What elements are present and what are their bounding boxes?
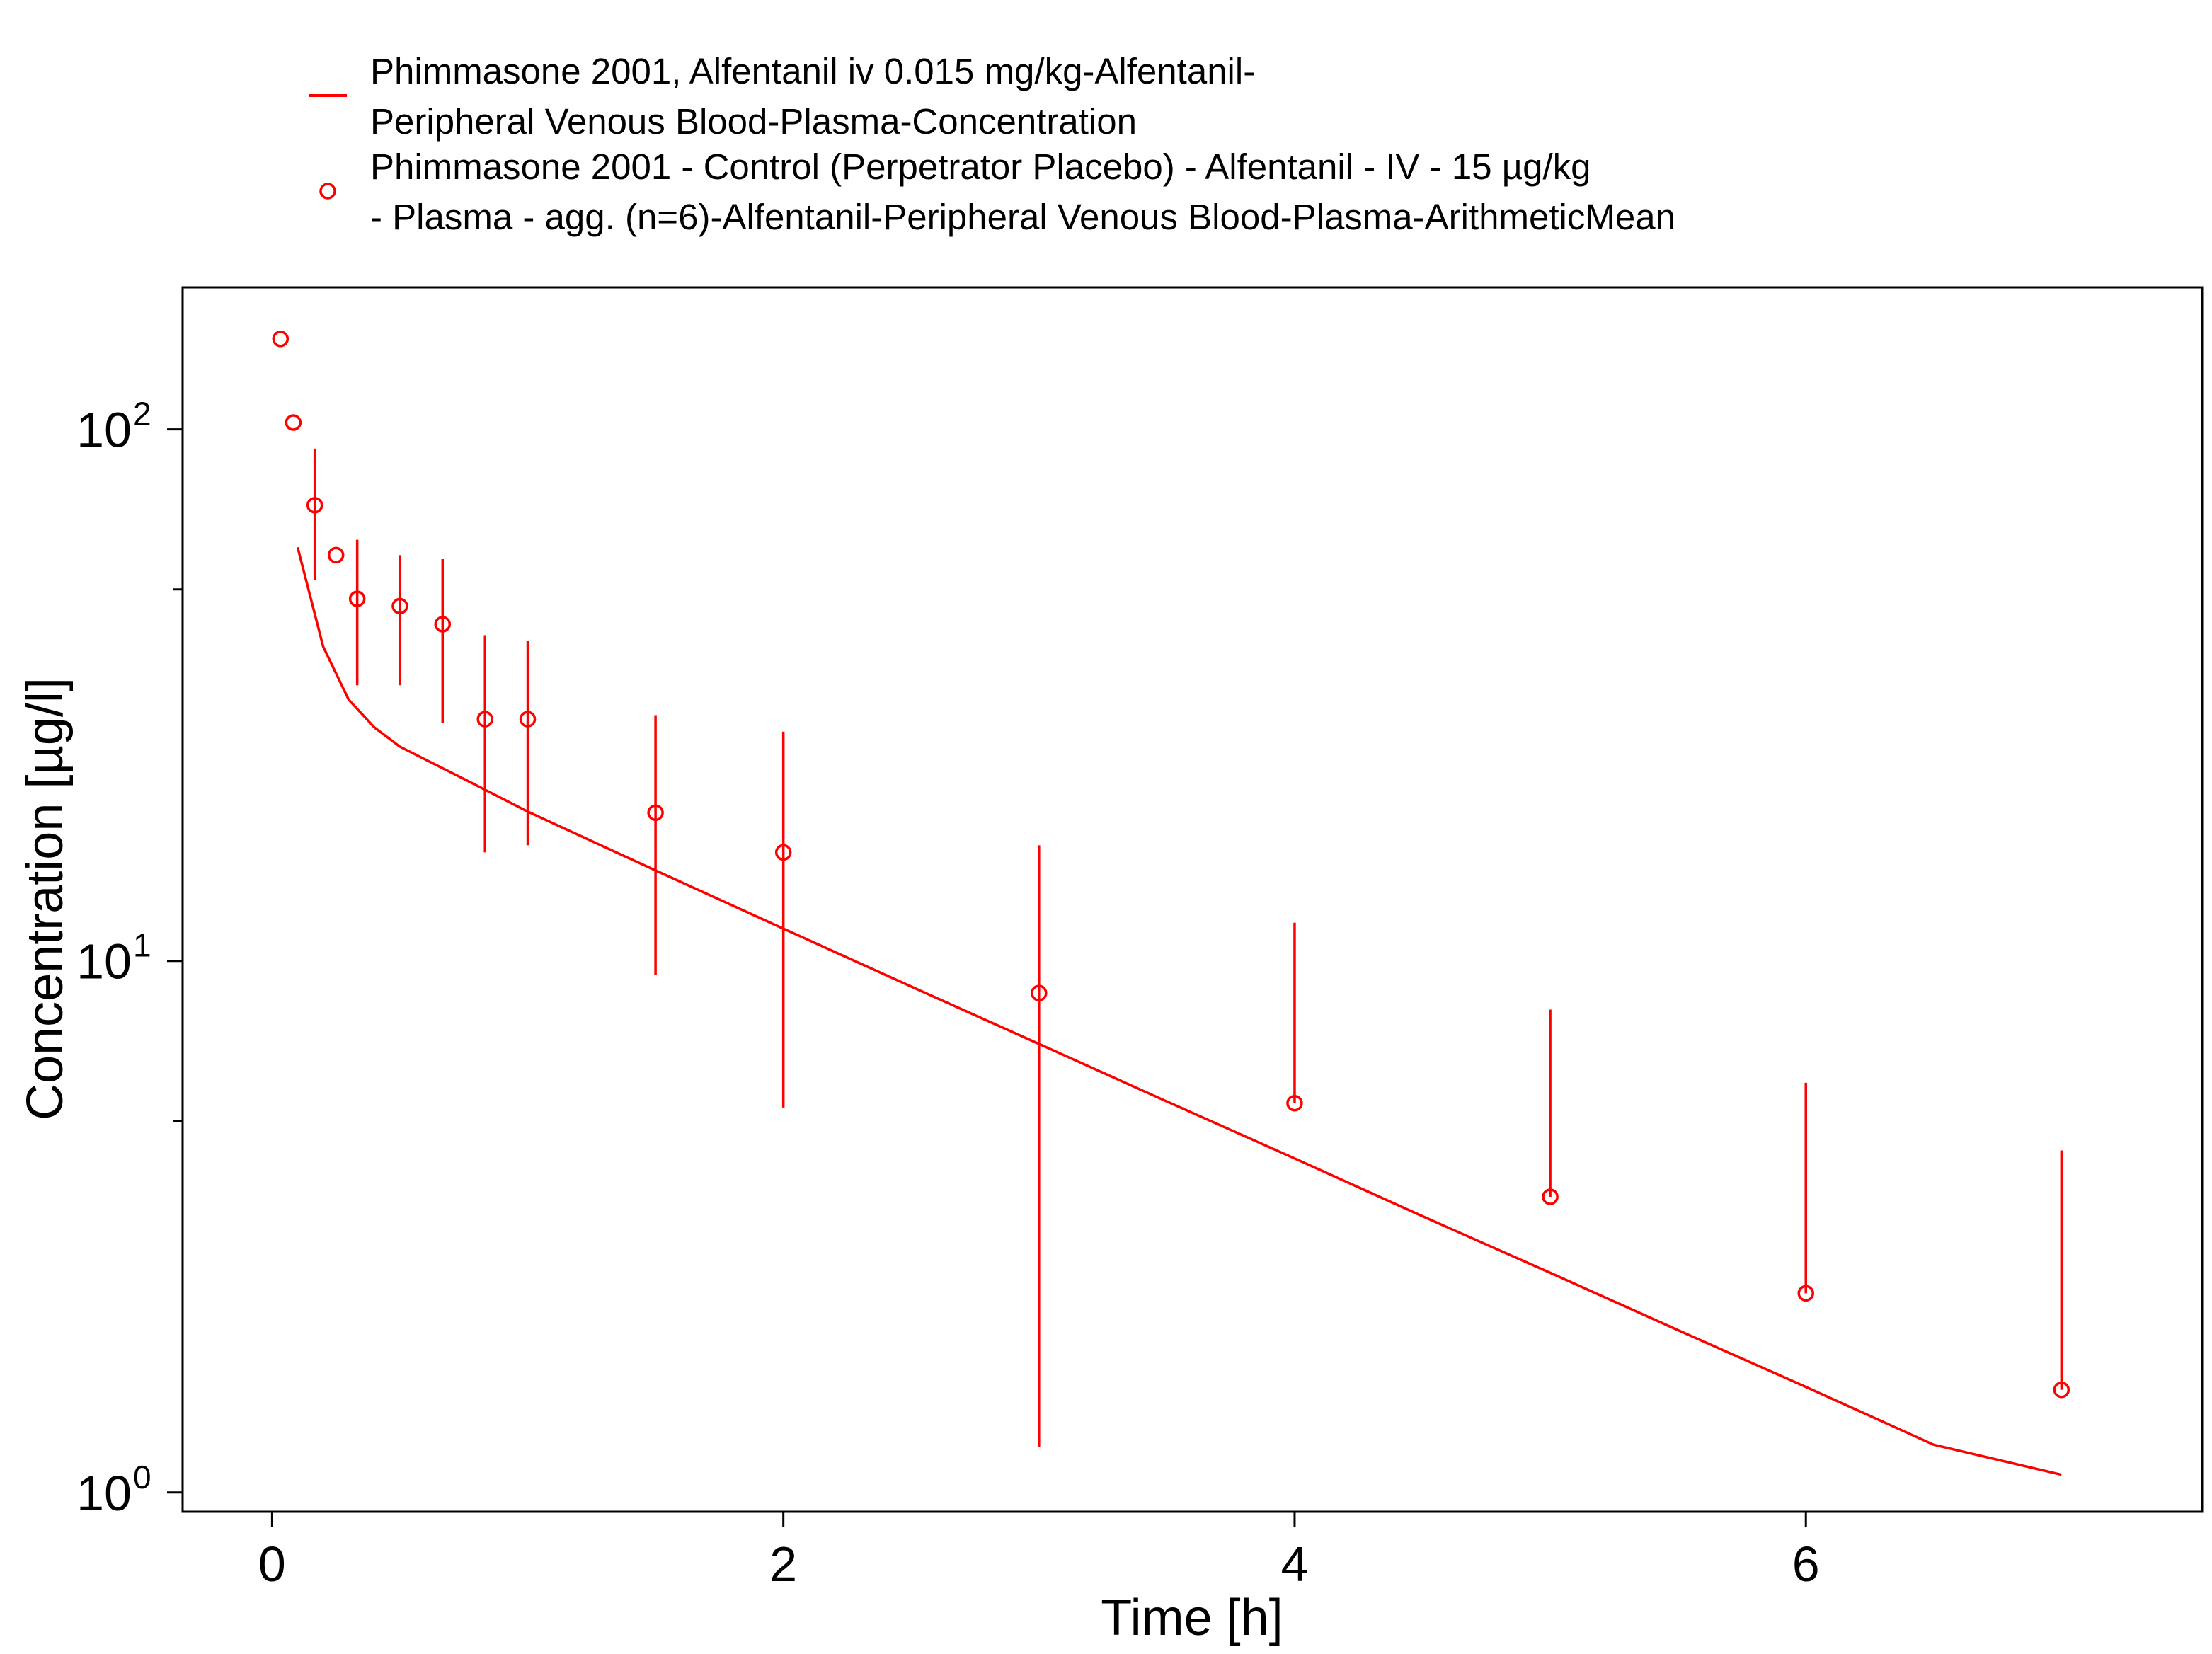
observed-data-point — [391, 597, 408, 615]
observed-data-point — [1286, 1094, 1303, 1112]
x-axis-title: Time [h] — [1101, 1590, 1283, 1646]
legend-line-label-2: Peripheral Venous Blood-Plasma-Concentra… — [370, 101, 1137, 142]
observed-data-point — [519, 711, 537, 728]
x-tick-label-3: 6 — [1792, 1537, 1820, 1592]
legend-marker-label-2: - Plasma - agg. (n=6)-Alfentanil-Periphe… — [370, 197, 1675, 237]
y-tick-exponent-0: 0 — [133, 1459, 151, 1495]
y-tick-exponent-1: 1 — [133, 927, 151, 964]
x-tick-label-2: 4 — [1280, 1537, 1308, 1592]
observed-data-point — [647, 804, 664, 822]
observed-data-point — [774, 844, 792, 861]
observed-data-point — [1031, 984, 1048, 1001]
legend-marker-swatch — [319, 183, 336, 200]
y-tick-label-2: 10 — [76, 403, 132, 458]
x-axis: 0 2 4 6 — [258, 1512, 1820, 1592]
observed-data-point — [1542, 1188, 1559, 1205]
observed-data-point — [2053, 1382, 2070, 1399]
x-tick-label-0: 0 — [258, 1537, 286, 1592]
y-tick-exponent-2: 2 — [133, 396, 151, 432]
legend-marker-label-1: Phimmasone 2001 - Control (Perpetrator P… — [370, 147, 1591, 187]
observed-data-point — [327, 546, 345, 564]
observed-data-point — [272, 331, 290, 348]
observed-data-point — [285, 414, 302, 431]
y-tick-label-0: 10 — [76, 1466, 132, 1521]
y-axis-title: Concentration [µg/l] — [17, 677, 74, 1120]
observed-data-point — [1797, 1285, 1814, 1302]
observed-data-point — [348, 590, 366, 607]
plot-frame — [181, 286, 2204, 1513]
observed-data-point — [306, 497, 323, 514]
simulated-concentration-line — [296, 546, 2062, 1476]
observed-data-point — [434, 616, 452, 633]
legend: Phimmasone 2001, Alfentanil iv 0.015 mg/… — [309, 51, 1675, 237]
x-tick-label-1: 2 — [769, 1537, 797, 1592]
y-tick-label-1: 10 — [76, 934, 132, 989]
series-layer — [272, 331, 2070, 1476]
observed-data-point — [476, 711, 493, 728]
legend-line-label-1: Phimmasone 2001, Alfentanil iv 0.015 mg/… — [370, 51, 1255, 91]
